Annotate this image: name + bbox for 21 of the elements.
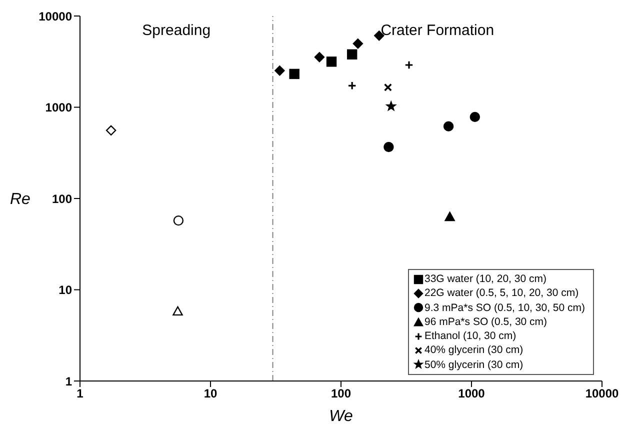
legend-label: 50% glycerin (30 cm) [424, 358, 524, 372]
legend-label: 40% glycerin (30 cm) [424, 343, 524, 358]
x-tick-label: 10000 [585, 386, 620, 401]
legend-label: 33G water (10, 20, 30 cm) [424, 272, 546, 286]
y-axis-title: Re [10, 191, 31, 208]
annotation: Crater Formation [380, 22, 494, 39]
y-tick-label: 100 [52, 192, 72, 206]
legend-label: 96 mPa*s SO (0.5, 30 cm) [424, 314, 548, 330]
x-axis-title: We [329, 408, 353, 425]
x-tick-label: 1000 [458, 386, 486, 401]
legend-label: 22G water (0.5, 5, 10, 20, 30 cm) [424, 286, 579, 301]
legend-label: Ethanol (10, 30 cm) [424, 329, 516, 344]
annotation: Spreading [142, 22, 211, 39]
y-tick-label: 10000 [38, 9, 72, 24]
legend-label: 9.3 mPa*s SO (0.5, 10, 30, 50 cm) [424, 300, 585, 315]
x-tick-label: 100 [330, 386, 352, 401]
x-tick-label: 1 [76, 386, 84, 401]
y-tick-label: 1000 [45, 100, 72, 115]
y-tick-label: 10 [58, 283, 72, 298]
y-tick-label: 1 [65, 374, 72, 388]
x-tick-label: 10 [204, 386, 218, 401]
